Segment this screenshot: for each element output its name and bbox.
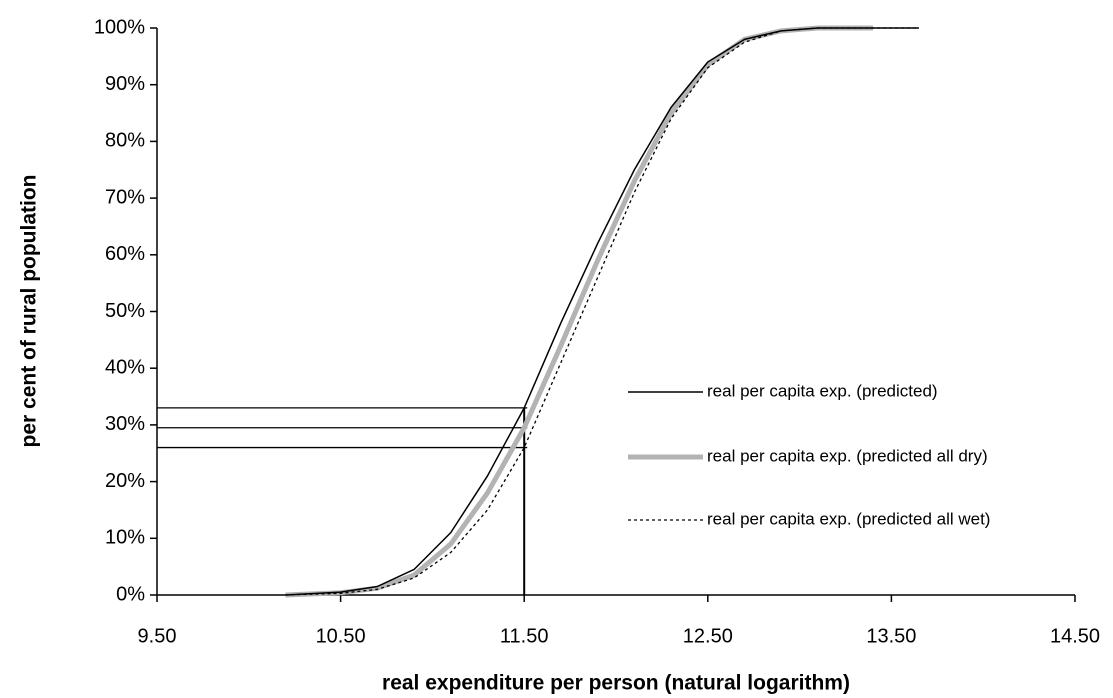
y-tick-label: 100% <box>94 16 145 38</box>
y-tick-label: 70% <box>105 186 145 208</box>
y-tick-label: 30% <box>105 413 145 435</box>
y-tick-label: 10% <box>105 527 145 549</box>
x-tick-label: 11.50 <box>500 625 549 647</box>
y-axis-title: per cent of rural population <box>18 174 41 447</box>
y-tick-label: 50% <box>105 300 145 322</box>
y-tick-label: 40% <box>105 356 145 378</box>
y-tick-label: 80% <box>105 130 145 152</box>
y-tick-label: 20% <box>105 470 145 492</box>
x-tick-label: 10.50 <box>316 625 366 647</box>
y-tick-label: 60% <box>105 243 145 265</box>
x-tick-label: 14.50 <box>1050 625 1100 647</box>
y-tick-label: 0% <box>116 583 145 605</box>
x-tick-label: 9.50 <box>138 625 177 647</box>
series-line <box>285 27 919 596</box>
x-tick-label: 12.50 <box>683 625 733 647</box>
x-tick-label: 13.50 <box>866 625 916 647</box>
legend-label: real per capita exp. (predicted all dry) <box>707 446 988 465</box>
legend-label: real per capita exp. (predicted) <box>707 381 938 400</box>
legend-label: real per capita exp. (predicted all wet) <box>707 509 990 528</box>
y-tick-label: 90% <box>105 73 145 95</box>
x-axis-title: real expenditure per person (natural log… <box>382 672 850 695</box>
